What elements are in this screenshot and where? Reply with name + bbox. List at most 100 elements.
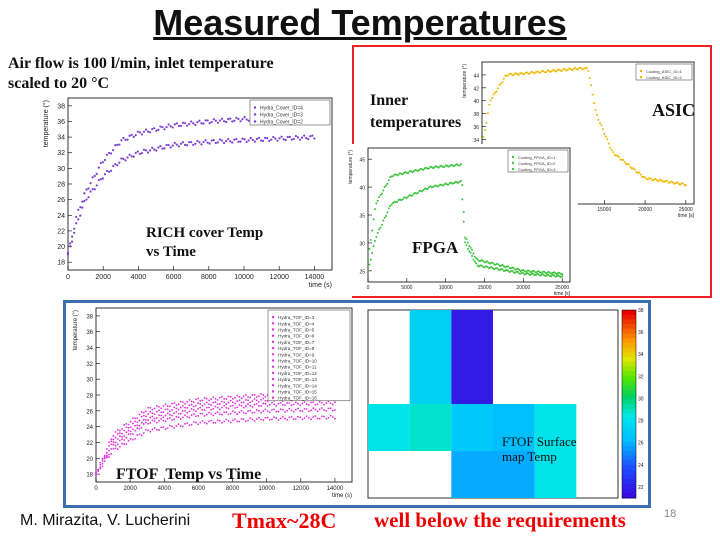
data-point (173, 402, 176, 405)
data-point (112, 441, 115, 443)
legend-entry: Cooling_ASIC_ID=2 (646, 75, 683, 80)
data-point (275, 417, 278, 419)
legend-marker (271, 359, 275, 362)
intro-text: Air flow is 100 l/min, inlet temperature… (8, 55, 274, 92)
data-point (483, 129, 486, 132)
data-point (123, 439, 126, 441)
data-point (162, 405, 165, 407)
legend-marker (511, 161, 515, 165)
data-point (446, 183, 449, 186)
data-point (661, 180, 664, 183)
data-point (203, 414, 206, 417)
data-point (520, 71, 523, 74)
data-point (255, 137, 259, 141)
data-point (247, 396, 249, 398)
data-point (401, 173, 404, 176)
data-point (249, 405, 252, 407)
data-point (389, 205, 392, 208)
data-point (101, 457, 104, 460)
data-point (532, 272, 535, 275)
data-point (458, 164, 461, 167)
data-point (273, 408, 276, 411)
data-point (663, 181, 666, 184)
data-point (175, 122, 178, 125)
data-point (134, 151, 137, 154)
data-point (321, 401, 323, 404)
data-point (107, 151, 111, 155)
data-point (114, 447, 117, 450)
data-point (173, 141, 176, 144)
legend-entry: Hydra_TOF_ID=15 (278, 390, 317, 395)
data-point (179, 418, 182, 420)
data-point (492, 93, 495, 96)
data-point (101, 177, 105, 180)
data-point (310, 401, 312, 404)
data-point (184, 422, 186, 425)
data-point (201, 412, 204, 415)
data-point (550, 69, 553, 72)
data-point (229, 395, 232, 398)
data-point (149, 416, 152, 419)
data-point (225, 418, 228, 421)
data-point (136, 130, 139, 133)
data-point (234, 418, 236, 421)
data-point (270, 138, 273, 141)
data-point (120, 157, 123, 160)
y-tick-label: 34 (57, 135, 65, 142)
data-point (597, 118, 600, 121)
data-point (437, 166, 440, 169)
data-point (274, 137, 277, 140)
data-point (161, 147, 164, 150)
data-point (175, 404, 178, 406)
data-point (242, 401, 245, 404)
data-point (403, 196, 406, 199)
data-point (114, 436, 117, 439)
colorbar-segment (622, 357, 636, 363)
heatmap-cell (368, 404, 410, 451)
data-point (327, 416, 330, 419)
data-point (245, 118, 248, 121)
data-point (73, 231, 76, 234)
data-point (166, 408, 169, 411)
data-point (66, 251, 70, 254)
data-point (316, 410, 319, 413)
data-point (121, 432, 123, 435)
data-point (190, 408, 193, 410)
data-point (251, 138, 254, 142)
data-point (544, 272, 547, 275)
legend-marker (271, 396, 275, 399)
data-point (164, 408, 167, 411)
data-point (158, 419, 160, 422)
y-axis-label: temperature (°) (42, 100, 50, 147)
legend-entry: Cooling_FPGA_ID=2 (518, 161, 556, 166)
x-tick-label: 10000 (234, 274, 254, 281)
data-point (136, 427, 139, 429)
data-point (584, 66, 587, 69)
data-point (523, 73, 526, 76)
data-point (331, 403, 334, 406)
data-point (108, 441, 110, 444)
data-point (101, 161, 105, 164)
y-axis-label: temperature (°) (348, 150, 354, 184)
colorbar-segment (622, 361, 636, 367)
data-point (205, 401, 208, 404)
data-point (214, 119, 217, 122)
colorbar-segment (622, 394, 636, 400)
data-point (376, 199, 379, 202)
data-point (461, 198, 464, 201)
data-point (114, 163, 117, 166)
data-point (466, 241, 469, 244)
data-point (559, 69, 562, 72)
data-point (453, 182, 456, 185)
data-point (181, 409, 184, 412)
data-point (179, 406, 182, 409)
data-point (281, 415, 284, 418)
data-point (110, 443, 113, 446)
data-point (411, 194, 414, 197)
data-point (132, 155, 135, 158)
data-point (421, 190, 424, 193)
data-point (134, 429, 136, 432)
data-point (179, 124, 183, 127)
data-point (99, 463, 102, 466)
data-point (475, 257, 478, 260)
